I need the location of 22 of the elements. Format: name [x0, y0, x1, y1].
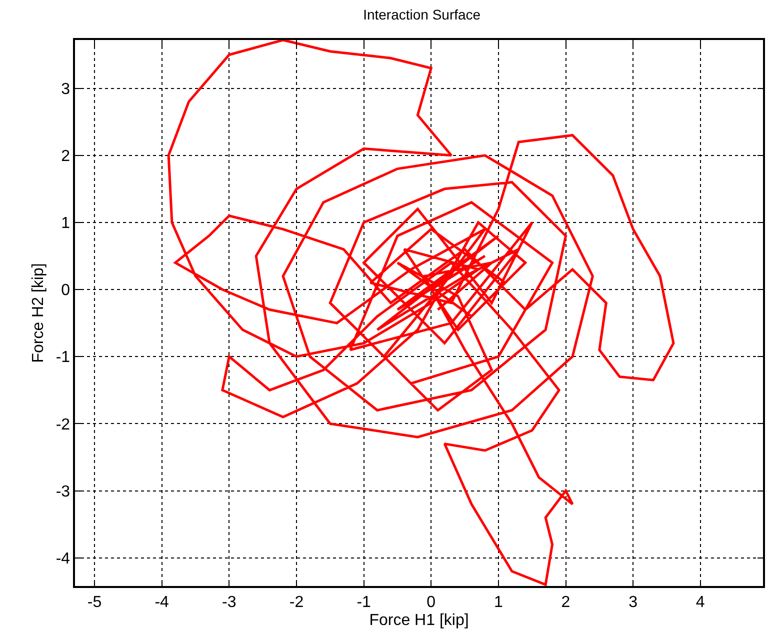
x-tick-label: 0 — [426, 594, 436, 611]
y-tick-label: -1 — [56, 349, 70, 366]
y-tick-label: 1 — [61, 215, 70, 232]
y-tick-label: -2 — [56, 416, 70, 434]
x-tick-label: -5 — [87, 594, 102, 611]
line-series — [167, 40, 675, 586]
chart-title: Interaction Surface — [363, 6, 481, 22]
x-axis-title: Force H1 [kip] — [369, 612, 469, 630]
x-tick-label: -2 — [289, 594, 304, 611]
x-tick-label: 1 — [494, 594, 503, 611]
x-tick-label: -1 — [356, 594, 372, 611]
y-tick-label: -4 — [56, 550, 70, 568]
y-tick-label: -3 — [56, 483, 70, 500]
x-tick-label: 3 — [628, 594, 638, 611]
y-tick-label: 0 — [61, 282, 70, 300]
x-tick-label: -4 — [154, 594, 170, 611]
y-tick-label: 3 — [61, 80, 70, 98]
y-axis-title: Force H2 [kip] — [30, 263, 48, 363]
x-tick-label: -3 — [222, 594, 236, 611]
y-tick-label: 2 — [61, 148, 70, 165]
x-tick-label: 4 — [696, 594, 705, 611]
x-tick-label: 2 — [561, 594, 570, 611]
